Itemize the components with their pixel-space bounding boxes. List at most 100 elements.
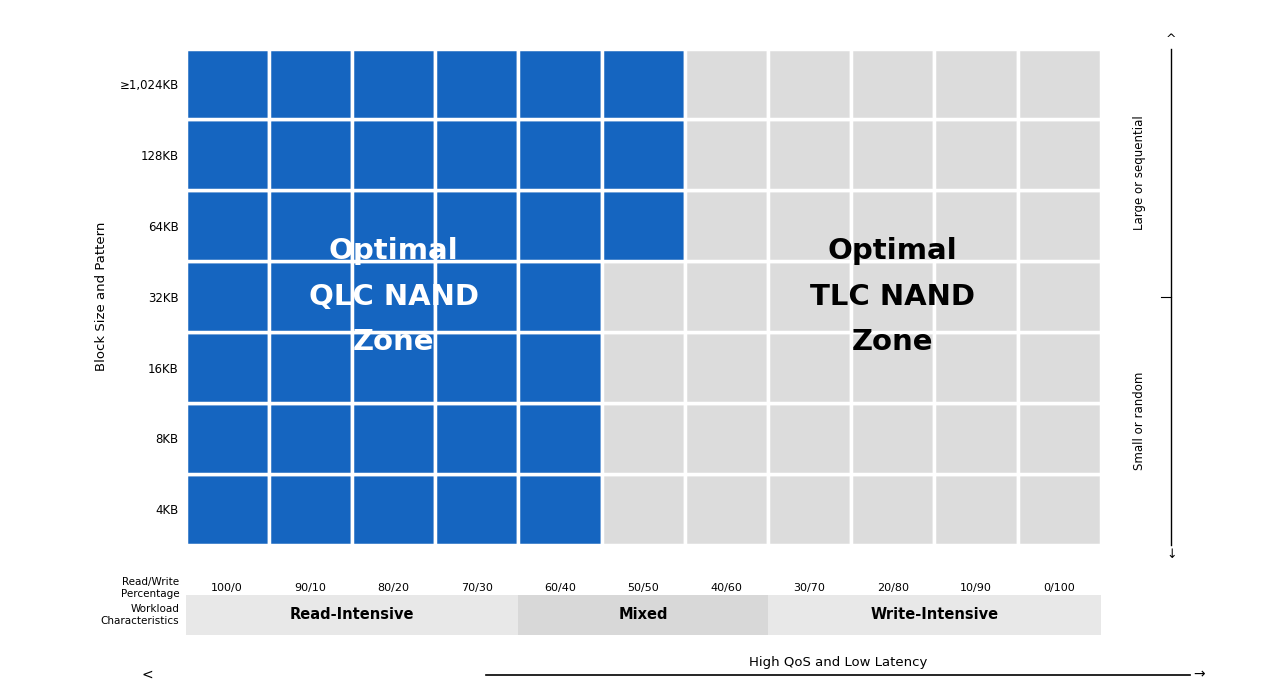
Bar — [685, 261, 768, 332]
Text: 50/50: 50/50 — [627, 583, 659, 593]
Text: 10/90: 10/90 — [960, 583, 992, 593]
Text: 100/0: 100/0 — [211, 583, 243, 593]
Text: Small or random: Small or random — [1133, 371, 1146, 470]
Bar — [269, 474, 352, 545]
Bar — [768, 332, 851, 403]
Bar — [851, 332, 934, 403]
Bar — [851, 119, 934, 190]
Bar — [435, 261, 518, 332]
Bar — [1018, 474, 1101, 545]
Text: Optimal
QLC NAND
Zone: Optimal QLC NAND Zone — [308, 237, 479, 356]
Bar — [934, 119, 1018, 190]
Text: 30/70: 30/70 — [794, 583, 826, 593]
Text: 40/60: 40/60 — [710, 583, 742, 593]
Bar — [685, 332, 768, 403]
Bar — [768, 403, 851, 474]
Bar — [768, 49, 851, 119]
Bar — [768, 474, 851, 545]
Bar — [934, 49, 1018, 119]
Text: <: < — [141, 668, 154, 682]
Bar — [269, 119, 352, 190]
Bar — [435, 49, 518, 119]
Text: Workload
Characteristics: Workload Characteristics — [101, 604, 179, 626]
Bar — [602, 261, 685, 332]
Bar — [518, 332, 602, 403]
Bar — [934, 403, 1018, 474]
Bar — [518, 190, 602, 261]
Bar — [934, 261, 1018, 332]
Text: Mixed: Mixed — [618, 607, 668, 623]
Bar — [768, 261, 851, 332]
Bar — [352, 474, 435, 545]
Bar — [602, 332, 685, 403]
Bar — [602, 403, 685, 474]
Bar — [435, 474, 518, 545]
Bar — [186, 332, 269, 403]
Text: Read/Write
Percentage: Read/Write Percentage — [120, 577, 179, 599]
Text: 70/30: 70/30 — [461, 583, 493, 593]
Bar — [518, 119, 602, 190]
Text: 20/80: 20/80 — [877, 583, 909, 593]
Text: ↓: ↓ — [1166, 548, 1176, 561]
Bar — [352, 332, 435, 403]
Text: 60/40: 60/40 — [544, 583, 576, 593]
Bar — [685, 190, 768, 261]
Bar — [1018, 403, 1101, 474]
Text: Optimal
TLC NAND
Zone: Optimal TLC NAND Zone — [810, 237, 975, 356]
Bar — [768, 119, 851, 190]
Bar — [518, 403, 602, 474]
Bar — [518, 49, 602, 119]
Bar — [269, 332, 352, 403]
Bar — [186, 49, 269, 119]
Bar — [685, 403, 768, 474]
Bar — [518, 261, 602, 332]
Text: 90/10: 90/10 — [294, 583, 326, 593]
Bar — [269, 403, 352, 474]
Text: →: → — [1193, 668, 1204, 682]
Bar — [269, 190, 352, 261]
Bar — [1018, 190, 1101, 261]
Bar — [1018, 49, 1101, 119]
Bar — [352, 403, 435, 474]
Bar — [602, 49, 685, 119]
Text: 0/100: 0/100 — [1043, 583, 1075, 593]
Bar — [685, 49, 768, 119]
Text: Read-Intensive: Read-Intensive — [289, 607, 415, 623]
Text: Write-Intensive: Write-Intensive — [870, 607, 998, 623]
Bar — [768, 190, 851, 261]
Bar — [352, 119, 435, 190]
Bar — [851, 49, 934, 119]
Bar — [352, 190, 435, 261]
Bar — [851, 261, 934, 332]
Bar — [1018, 119, 1101, 190]
Bar — [851, 190, 934, 261]
Text: 80/20: 80/20 — [378, 583, 410, 593]
Bar — [602, 119, 685, 190]
Bar — [934, 332, 1018, 403]
Bar — [851, 474, 934, 545]
Bar — [435, 332, 518, 403]
Bar — [685, 119, 768, 190]
Bar — [186, 474, 269, 545]
Bar — [186, 119, 269, 190]
Bar — [934, 474, 1018, 545]
Bar — [352, 261, 435, 332]
Bar — [186, 190, 269, 261]
Text: Large or sequential: Large or sequential — [1133, 115, 1146, 230]
Bar — [851, 403, 934, 474]
Bar — [435, 403, 518, 474]
Bar — [269, 261, 352, 332]
Bar — [602, 474, 685, 545]
Bar — [602, 190, 685, 261]
Bar — [685, 474, 768, 545]
Text: High QoS and Low Latency: High QoS and Low Latency — [749, 656, 928, 669]
Bar — [269, 49, 352, 119]
Bar — [435, 119, 518, 190]
Bar — [518, 474, 602, 545]
Bar — [934, 190, 1018, 261]
Bar — [435, 190, 518, 261]
Bar — [352, 49, 435, 119]
Y-axis label: Block Size and Pattern: Block Size and Pattern — [95, 222, 109, 371]
Bar — [186, 261, 269, 332]
Bar — [1018, 261, 1101, 332]
